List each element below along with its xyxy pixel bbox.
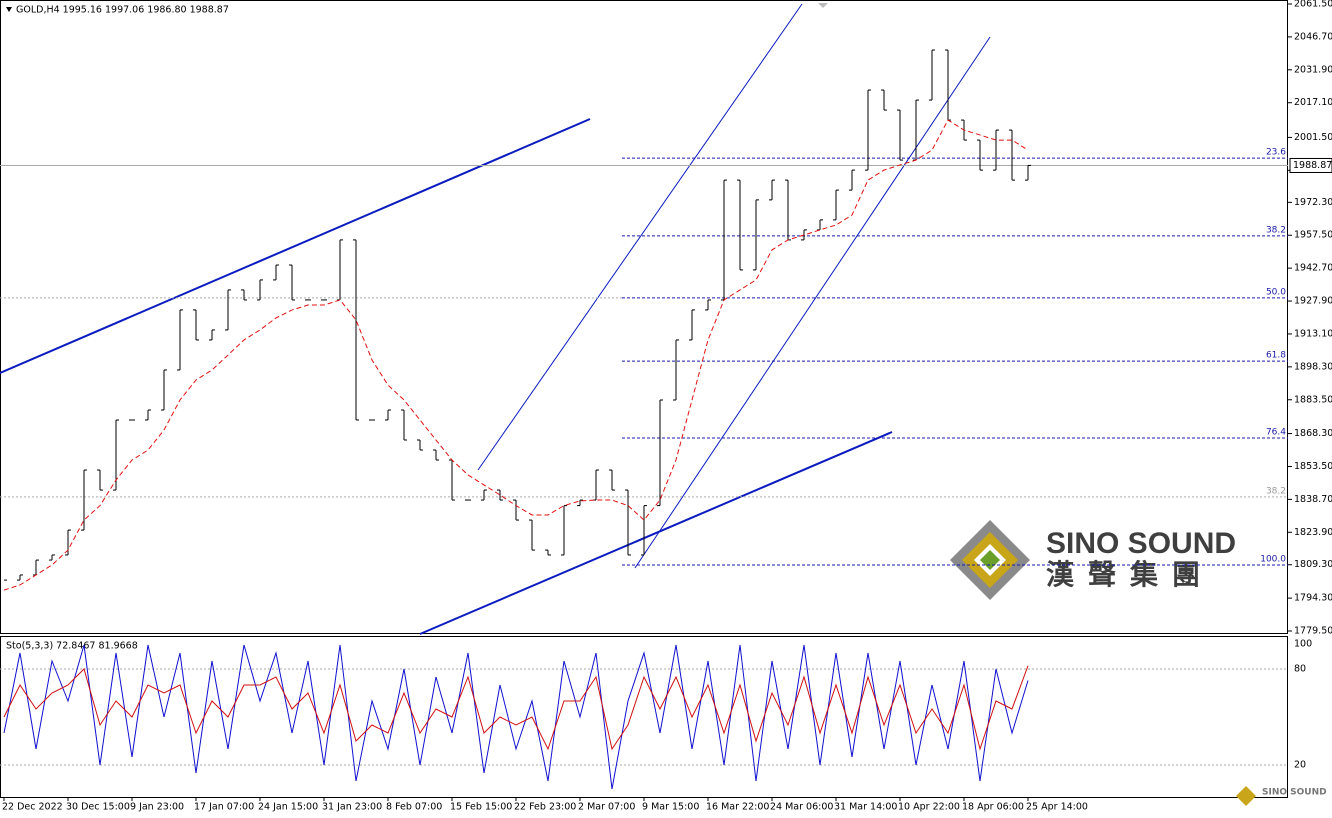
x-tick-label: 30 Dec 15:00 <box>66 802 130 813</box>
x-tick-label: 18 Apr 06:00 <box>962 802 1024 813</box>
y-tick-label: 2046.70 <box>1294 31 1332 42</box>
fib-label: 50.0 <box>1266 287 1286 297</box>
y-tick-label: 1853.50 <box>1294 461 1332 472</box>
marker <box>818 3 828 8</box>
x-tick-label: 31 Jan 23:00 <box>322 802 382 813</box>
indicator-tick-label: 100 <box>1294 639 1312 650</box>
indicator-frame <box>0 636 1288 798</box>
x-tick-label: 17 Jan 07:00 <box>194 802 254 813</box>
menu-triangle <box>6 7 12 12</box>
indicator-title: Sto(5,3,3) 72.8467 81.9668 <box>6 641 138 652</box>
y-tick-label: 1868.30 <box>1294 428 1332 439</box>
x-tick-label: 25 Apr 14:00 <box>1026 802 1088 813</box>
stochastic-line <box>3 665 1029 751</box>
y-tick-label: 1809.30 <box>1294 559 1332 570</box>
y-tick-label: 1957.50 <box>1294 230 1332 241</box>
channel-line <box>634 36 991 569</box>
logo-text: 漢聲集團 <box>1046 558 1214 591</box>
trend-line <box>0 118 591 374</box>
fib-label: 38.2 <box>1266 225 1286 235</box>
x-tick-label: 9 Jan 23:00 <box>130 802 184 813</box>
y-tick-label: 2001.50 <box>1294 132 1332 143</box>
x-tick-label: 10 Apr 22:00 <box>898 802 960 813</box>
gray-level-label: 38.2 <box>1266 486 1286 496</box>
x-tick-label: 24 Jan 15:00 <box>258 802 318 813</box>
x-tick-label: 15 Feb 15:00 <box>450 802 512 813</box>
y-tick-label: 1972.30 <box>1294 197 1332 208</box>
trend-lines <box>0 3 991 635</box>
y-tick-label: 1942.70 <box>1294 263 1332 274</box>
x-tick-label: 24 Mar 06:00 <box>770 802 833 813</box>
x-tick-label: 22 Feb 23:00 <box>514 802 576 813</box>
fib-label: 23.6 <box>1266 148 1286 158</box>
last-price-label: 1988.87 <box>1293 160 1332 171</box>
indicator-tick-label: 20 <box>1294 760 1306 771</box>
y-tick-label: 1883.50 <box>1294 394 1332 405</box>
y-tick-label: 1927.90 <box>1294 296 1332 307</box>
x-tick-label: 8 Feb 07:00 <box>386 802 442 813</box>
y-tick-label: 1913.10 <box>1294 328 1332 339</box>
fib-label: 61.8 <box>1266 351 1286 361</box>
x-tick-label: 31 Mar 14:00 <box>834 802 897 813</box>
indicator-tick-label: 80 <box>1294 664 1306 675</box>
y-tick-label: 2017.10 <box>1294 97 1332 108</box>
logo: SINO SOUND 漢聲集團 SINO SOUND <box>950 520 1327 806</box>
fib-label: 100.0 <box>1260 554 1286 564</box>
x-tick-label: 16 Mar 22:00 <box>706 802 769 813</box>
y-tick-label: 1779.50 <box>1294 626 1332 637</box>
y-tick-label: 2061.50 <box>1294 0 1332 10</box>
x-tick-label: 2 Mar 07:00 <box>578 802 635 813</box>
chart-title: GOLD,H4 1995.16 1997.06 1986.80 1988.87 <box>16 5 229 16</box>
y-tick-label: 1823.90 <box>1294 527 1332 538</box>
x-tick-label: 22 Dec 2022 <box>2 802 63 813</box>
trend-line <box>419 431 893 635</box>
y-tick-label: 1794.30 <box>1294 593 1332 604</box>
x-tick-label: 9 Mar 15:00 <box>642 802 699 813</box>
y-tick-label: 1898.30 <box>1294 361 1332 372</box>
logo-text: SINO SOUND <box>1046 527 1236 560</box>
last-price-box <box>1289 157 1332 173</box>
main-frame <box>0 0 1288 634</box>
fib-label: 76.4 <box>1266 428 1286 438</box>
stochastic-line <box>3 644 1029 790</box>
channel-line <box>477 3 803 471</box>
y-tick-label: 2031.90 <box>1294 64 1332 75</box>
moving-average <box>3 119 1029 591</box>
logo-mark <box>1236 786 1256 806</box>
logo-small: SINO SOUND <box>1262 788 1327 798</box>
y-tick-label: 1838.70 <box>1294 494 1332 505</box>
